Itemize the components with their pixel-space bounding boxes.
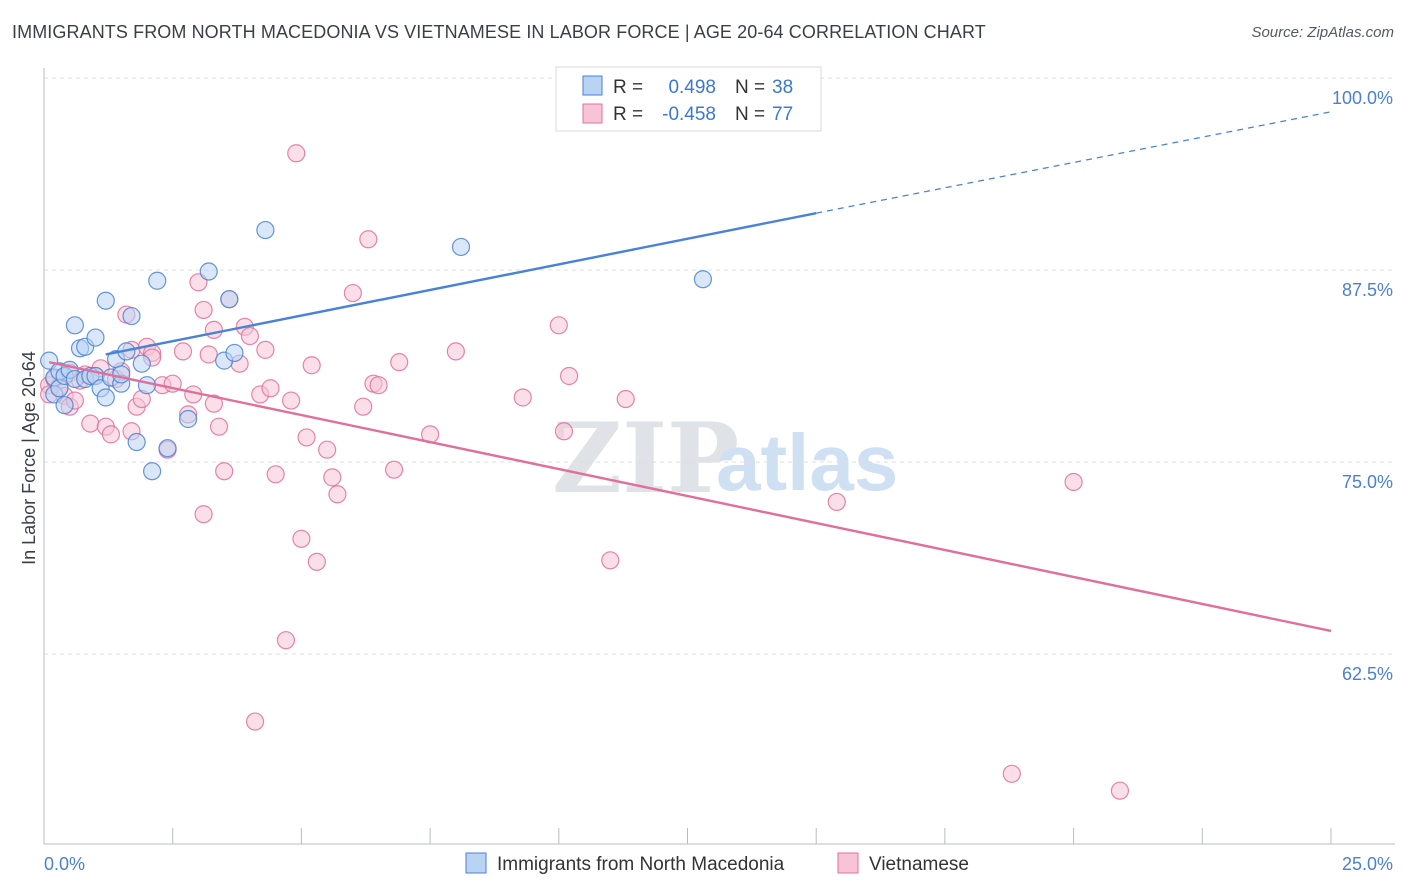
x-tick-label-1: 25.0%: [1342, 854, 1393, 874]
y-tick-label-1: 87.5%: [1342, 280, 1393, 300]
point-vietnamese-70: [559, 366, 579, 386]
point-vietnamese-68: [549, 316, 568, 335]
x-tick-labels: 0.0% 25.0%: [44, 854, 1393, 874]
point-vietnamese-42: [240, 326, 260, 346]
stats-legend: R = 0.498 N = 38 R = -0.458 N = 77: [555, 66, 822, 132]
y-tick-label-2: 75.0%: [1342, 472, 1393, 492]
point-vietnamese-59: [354, 397, 373, 416]
point-north-macedonia-24: [122, 306, 141, 326]
legend-r-value-1: 0.498: [668, 77, 716, 98]
point-vietnamese-45: [256, 340, 275, 359]
point-vietnamese-66: [446, 342, 465, 361]
point-vietnamese-57: [328, 485, 347, 504]
point-vietnamese-38: [215, 462, 234, 481]
bottom-legend-swatch-pink: [837, 852, 859, 874]
point-vietnamese-62: [369, 376, 388, 395]
legend-n-label-2: N =: [735, 104, 765, 125]
x-tick-label-0: 0.0%: [44, 854, 85, 874]
point-vietnamese-67: [513, 388, 532, 407]
point-vietnamese-69: [554, 422, 574, 441]
trend-lines: [48, 111, 1332, 633]
point-north-macedonia-9: [65, 316, 84, 335]
y-tick-labels: 100.0% 87.5% 75.0% 62.5%: [1332, 88, 1393, 684]
y-tick-label-0: 100.0%: [1332, 88, 1393, 108]
point-north-macedonia-18: [96, 291, 115, 310]
point-vietnamese-52: [297, 428, 316, 447]
legend-r-label-2: R =: [613, 104, 643, 125]
point-vietnamese-47: [266, 465, 285, 484]
point-north-macedonia-26: [132, 354, 151, 373]
watermark-zip: ZIP: [552, 402, 739, 515]
point-vietnamese-33: [194, 300, 213, 320]
point-vietnamese-72: [616, 389, 635, 409]
point-vietnamese-37: [209, 417, 229, 436]
chart-title: IMMIGRANTS FROM NORTH MACEDONIA VS VIETN…: [12, 22, 986, 42]
point-north-macedonia-5: [55, 396, 74, 415]
point-north-macedonia-27: [137, 376, 157, 395]
point-vietnamese-51: [292, 529, 311, 548]
point-north-macedonia-37: [451, 237, 471, 257]
legend-n-label-1: N =: [735, 77, 765, 98]
point-north-macedonia-32: [199, 262, 218, 281]
legend-r-value-2: -0.458: [662, 104, 716, 125]
point-north-macedonia-36: [256, 220, 275, 240]
point-vietnamese-73: [827, 492, 846, 512]
point-vietnamese-14: [101, 425, 121, 444]
point-north-macedonia-28: [143, 462, 162, 481]
point-vietnamese-71: [601, 551, 620, 570]
point-north-macedonia-25: [127, 432, 146, 452]
point-vietnamese-32: [194, 505, 213, 524]
y-axis-label: In Labor Force | Age 20-64: [19, 351, 39, 565]
point-north-macedonia-31: [179, 409, 198, 429]
point-vietnamese-28: [173, 342, 193, 361]
series-north-macedonia: [40, 220, 713, 481]
point-vietnamese-55: [318, 440, 337, 459]
trend-extension-north-macedonia: [816, 111, 1332, 214]
point-north-macedonia-29: [148, 271, 167, 290]
bottom-legend-label-2: Vietnamese: [869, 854, 969, 875]
y-tick-label-3: 62.5%: [1342, 664, 1393, 684]
trend-line-vietnamese: [48, 360, 1332, 633]
point-vietnamese-36: [204, 320, 223, 340]
point-vietnamese-46: [261, 379, 280, 398]
point-north-macedonia-34: [220, 290, 239, 309]
source-note: Source: ZipAtlas.com: [1251, 24, 1394, 41]
point-vietnamese-50: [287, 144, 306, 163]
watermark: ZIP atlas: [552, 402, 898, 515]
point-north-macedonia-38: [693, 270, 713, 289]
axes: [43, 68, 1395, 845]
point-north-macedonia-17: [96, 388, 115, 407]
trend-line-north-macedonia: [105, 211, 817, 356]
point-vietnamese-53: [302, 356, 321, 375]
bottom-legend-swatch-blue: [465, 852, 487, 874]
point-vietnamese-63: [384, 460, 404, 479]
point-north-macedonia-14: [86, 328, 105, 347]
point-vietnamese-76: [1110, 781, 1130, 800]
point-vietnamese-64: [390, 353, 409, 372]
point-north-macedonia-30: [158, 439, 177, 458]
point-vietnamese-56: [323, 468, 342, 487]
point-vietnamese-49: [282, 391, 301, 410]
point-vietnamese-10: [81, 414, 100, 433]
series-legend: Immigrants from North Macedonia Vietname…: [465, 852, 969, 875]
legend-n-value-2: 77: [772, 104, 793, 125]
point-vietnamese-34: [199, 345, 218, 364]
point-north-macedonia-22: [112, 365, 131, 384]
point-vietnamese-58: [343, 283, 362, 303]
legend-n-value-1: 38: [772, 77, 793, 98]
point-vietnamese-54: [307, 552, 326, 571]
point-vietnamese-43: [245, 712, 265, 731]
legend-r-label-1: R =: [613, 77, 643, 98]
legend-swatch-blue: [582, 75, 603, 96]
point-north-macedonia-35: [225, 343, 244, 363]
point-vietnamese-75: [1064, 472, 1083, 492]
legend-swatch-pink: [582, 103, 603, 124]
point-vietnamese-48: [276, 631, 296, 650]
point-vietnamese-35: [204, 394, 223, 413]
point-vietnamese-60: [359, 230, 378, 249]
point-vietnamese-74: [1002, 764, 1021, 783]
bottom-legend-label-1: Immigrants from North Macedonia: [497, 854, 785, 875]
